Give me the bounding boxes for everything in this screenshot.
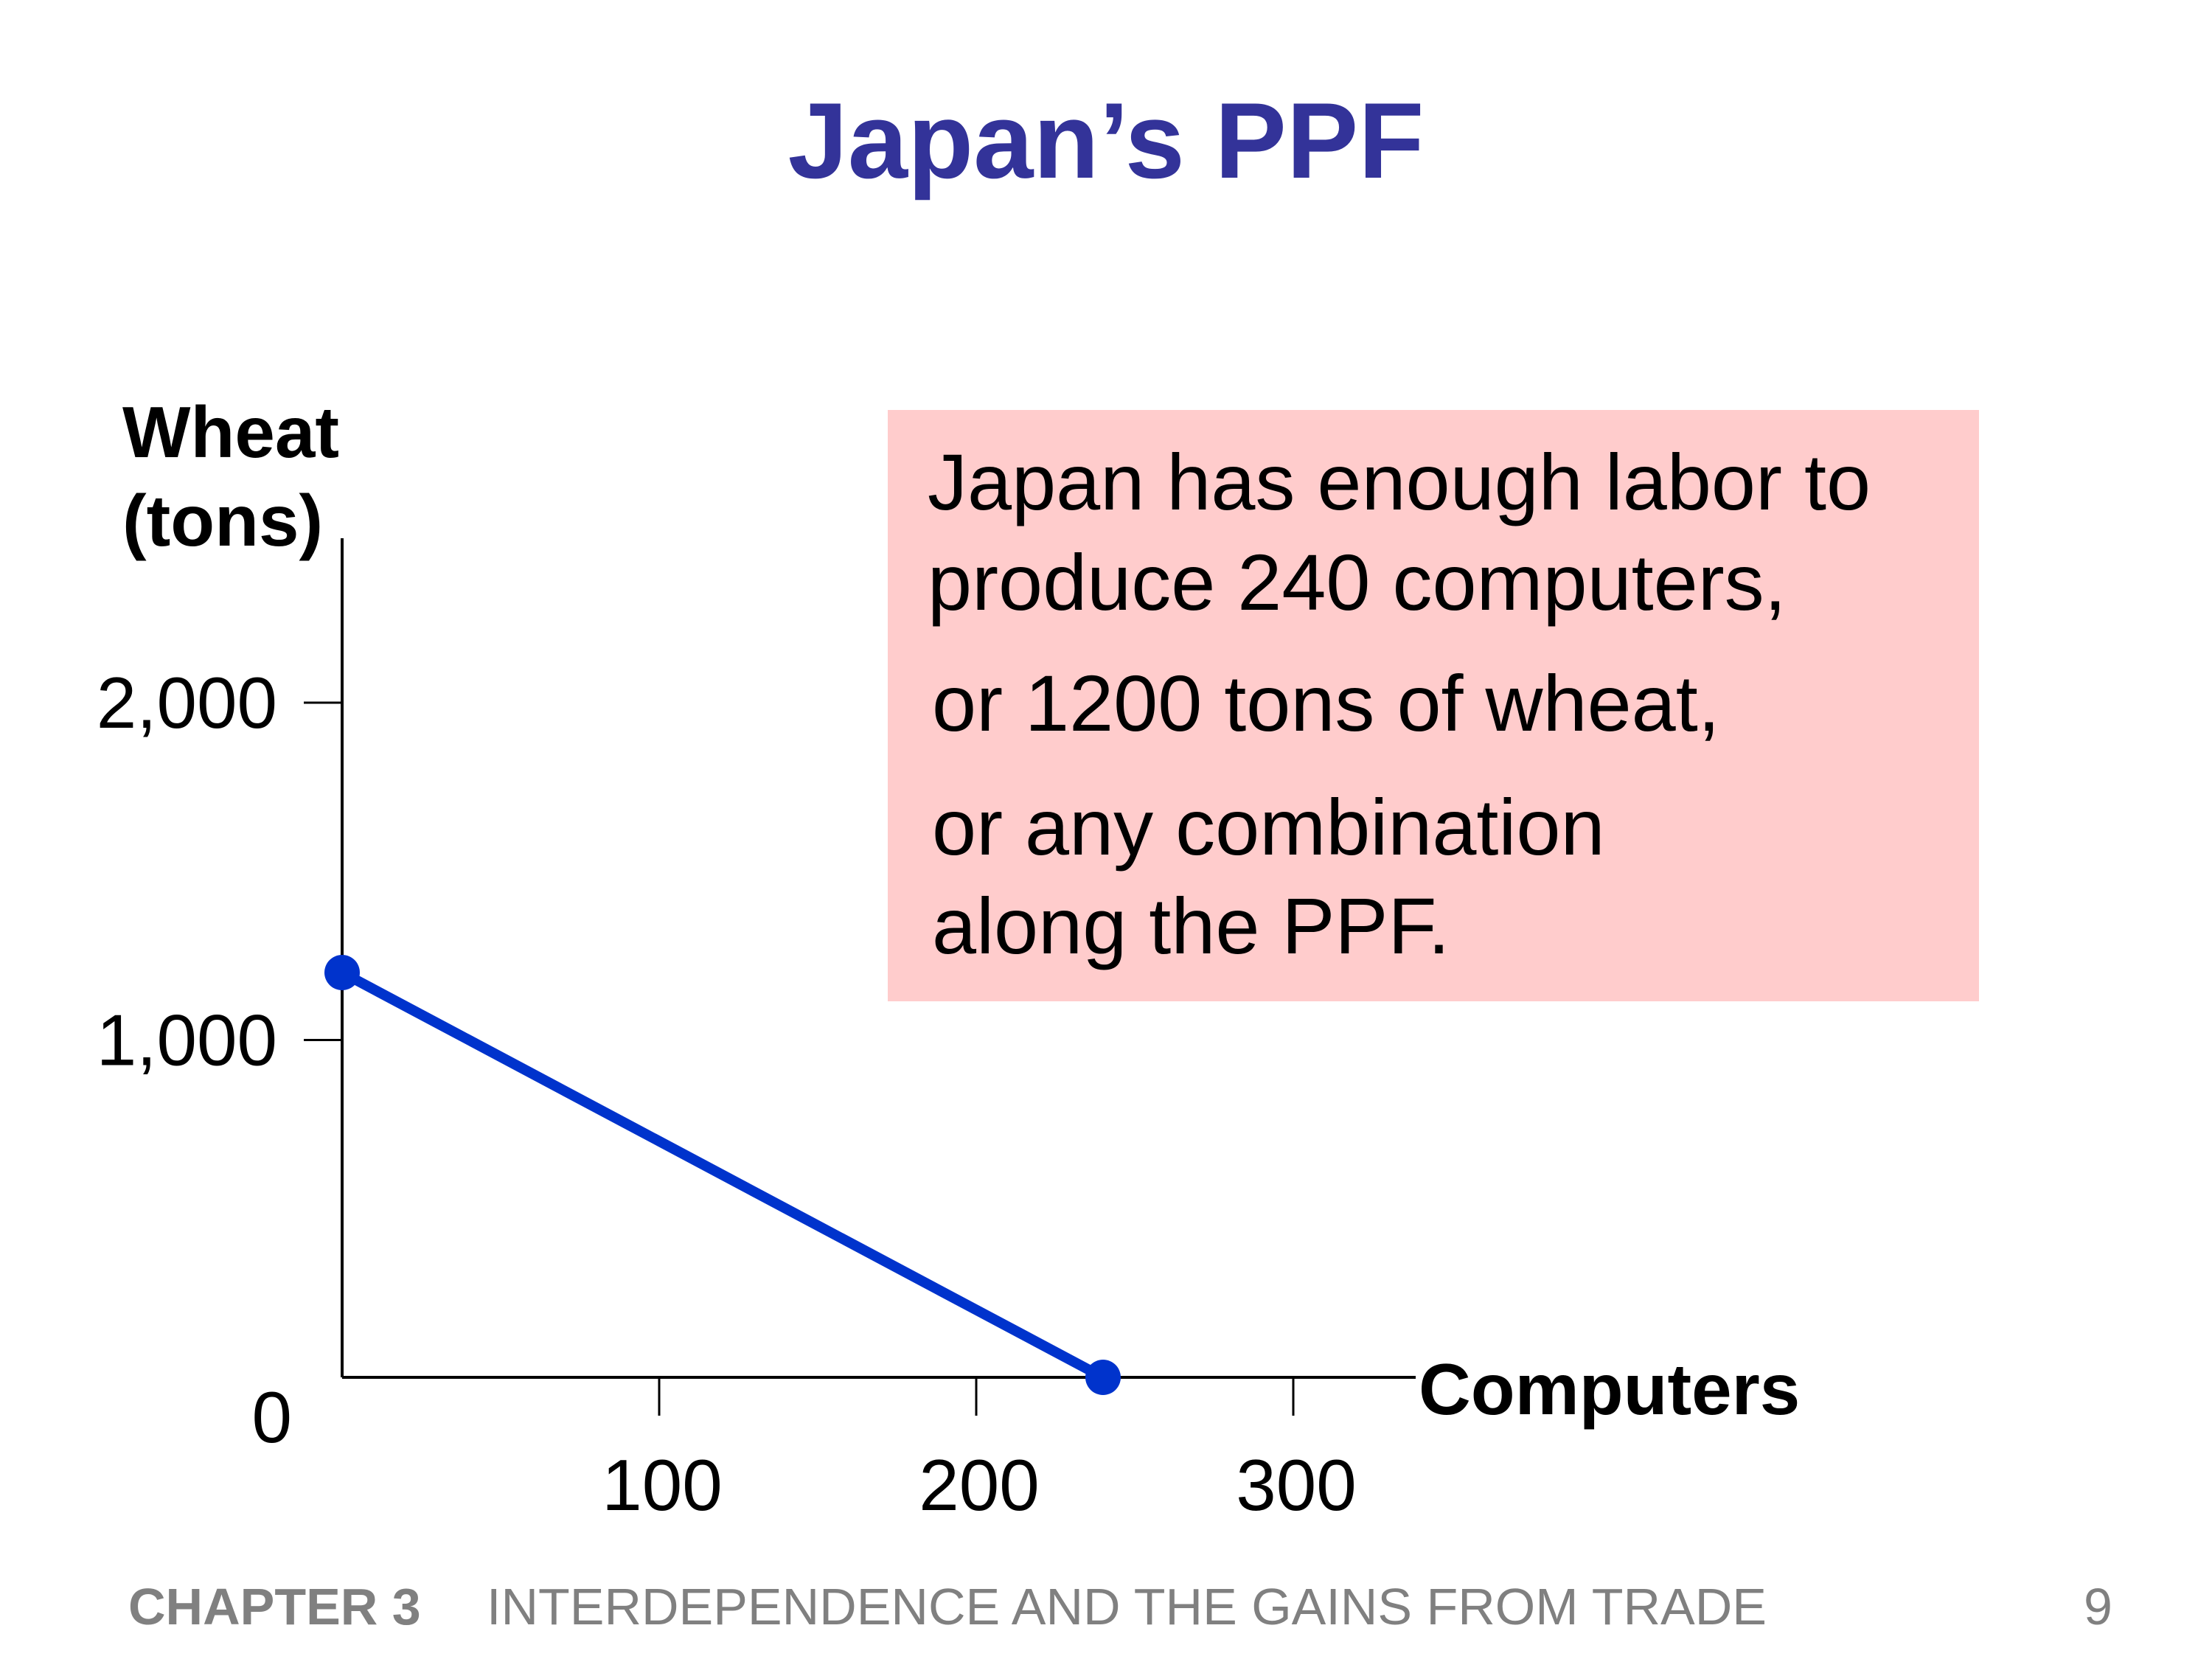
slide-title: Japan’s PPF xyxy=(787,80,1425,201)
footer-subtitle: INTERDEPENDENCE AND THE GAINS FROM TRADE xyxy=(487,1578,1767,1635)
ppf-endpoint xyxy=(1085,1360,1121,1395)
y-axis-label-line-1: Wheat xyxy=(122,392,339,473)
callout-line-1: Japan has enough labor to xyxy=(928,437,1871,526)
callout-box: Japan has enough labor to produce 240 co… xyxy=(888,410,1979,1001)
x-tick-label: 300 xyxy=(1236,1444,1357,1526)
ppf-endpoint xyxy=(324,955,360,990)
ppf-line xyxy=(337,967,1108,1382)
x-axis-label: Computers xyxy=(1419,1349,1800,1430)
y-tick-group: 1,000 2,000 xyxy=(97,662,342,1081)
footer-chapter: CHAPTER 3 xyxy=(128,1578,421,1635)
y-axis-label-line-2: (tons) xyxy=(122,480,323,561)
callout-line-2: produce 240 computers, xyxy=(928,538,1787,627)
x-tick-group: 100 200 300 xyxy=(602,1377,1357,1526)
callout-line-4: or any combination xyxy=(932,782,1605,872)
x-tick-label: 200 xyxy=(919,1444,1040,1526)
footer-page-number: 9 xyxy=(2084,1578,2112,1635)
series-layer xyxy=(324,955,1121,1395)
callout-line-5: along the PPF. xyxy=(932,881,1450,970)
y-tick-label: 2,000 xyxy=(97,662,277,743)
callout-line-3: or 1200 tons of wheat, xyxy=(932,658,1720,748)
y-tick-label: 1,000 xyxy=(97,1000,277,1081)
x-tick-label: 100 xyxy=(602,1444,723,1526)
origin-label: 0 xyxy=(251,1377,292,1458)
